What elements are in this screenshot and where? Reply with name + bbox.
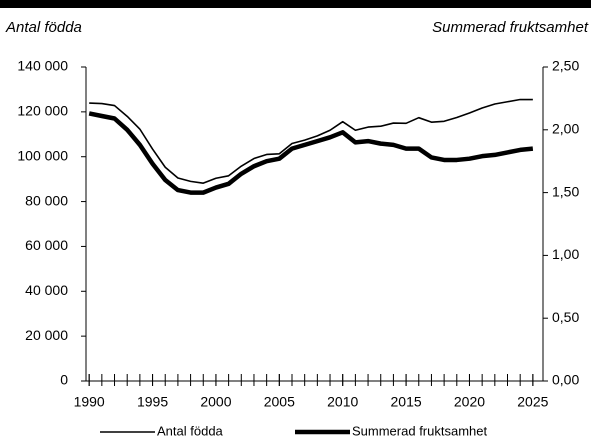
legend-label: Summerad fruktsamhet xyxy=(352,423,487,438)
y-tick-label: 80 000 xyxy=(25,192,68,208)
y-tick-label: 100 000 xyxy=(17,147,68,163)
y-tick-label: 60 000 xyxy=(25,237,68,253)
x-tick-label: 2010 xyxy=(327,394,358,410)
x-tick-label: 2020 xyxy=(454,394,485,410)
series-line xyxy=(88,111,534,195)
y2-tick-label: 0,50 xyxy=(552,309,579,325)
y2-tick-label: 1,50 xyxy=(552,183,579,199)
y-tick-label: 0 xyxy=(60,372,68,388)
x-tick-label: 2015 xyxy=(391,394,422,410)
y2-tick-label: 2,00 xyxy=(552,121,579,137)
header-bar xyxy=(0,0,591,8)
legend-label: Antal födda xyxy=(157,423,224,438)
x-tick-label: 2005 xyxy=(264,394,295,410)
x-tick-label: 2025 xyxy=(517,394,548,410)
y-axis-label: Antal födda xyxy=(5,19,82,36)
x-tick-label: 1995 xyxy=(137,394,168,410)
series-line xyxy=(89,98,533,184)
y-tick-label: 20 000 xyxy=(25,327,68,343)
y-tick-label: 140 000 xyxy=(17,58,68,74)
y-tick-label: 120 000 xyxy=(17,103,68,119)
y2-tick-label: 1,00 xyxy=(552,246,579,262)
y2-tick-label: 0,00 xyxy=(552,372,579,388)
x-tick-label: 1990 xyxy=(74,394,105,410)
y2-axis-label: Summerad fruktsamhet xyxy=(432,19,589,36)
y-tick-label: 40 000 xyxy=(25,282,68,298)
x-tick-label: 2000 xyxy=(200,394,231,410)
y2-tick-label: 2,50 xyxy=(552,58,579,74)
